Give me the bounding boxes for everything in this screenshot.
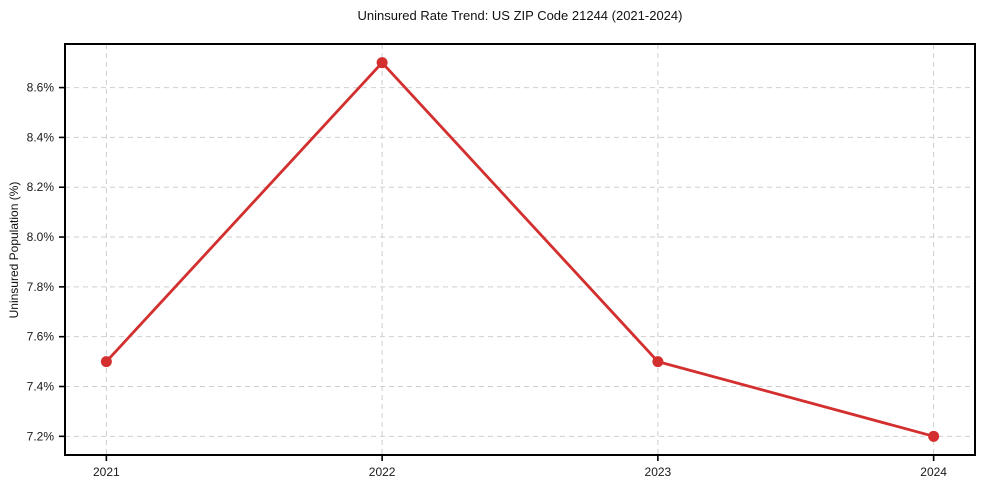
x-tick-label: 2021 xyxy=(93,465,120,479)
data-point-marker xyxy=(376,57,388,69)
x-tick-label: 2022 xyxy=(369,465,396,479)
data-point-marker xyxy=(652,356,664,368)
data-point-marker xyxy=(928,430,940,442)
axes-frame xyxy=(64,43,976,456)
x-tick-label: 2023 xyxy=(645,465,672,479)
y-tick-label: 7.8% xyxy=(27,280,55,294)
data-point-marker xyxy=(100,356,112,368)
chart-title: Uninsured Rate Trend: US ZIP Code 21244 … xyxy=(357,8,683,23)
x-tick-label: 2024 xyxy=(920,465,947,479)
y-tick-label: 8.0% xyxy=(27,230,55,244)
y-tick-label: 8.2% xyxy=(27,180,55,194)
y-tick-label: 7.6% xyxy=(27,330,55,344)
trend-line xyxy=(104,61,936,438)
y-tick-label: 8.4% xyxy=(27,130,55,144)
y-tick-label: 7.4% xyxy=(27,380,55,394)
y-tick-label: 7.2% xyxy=(27,429,55,443)
y-tick-label: 8.6% xyxy=(27,81,55,95)
